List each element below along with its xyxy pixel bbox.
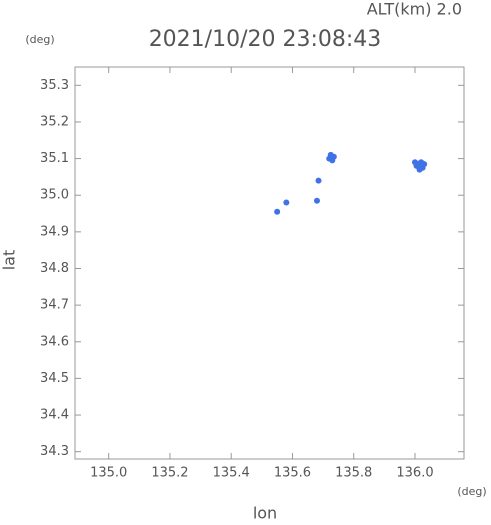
altitude: ALT(km) 2.0 — [367, 0, 462, 19]
point — [274, 208, 281, 215]
x-tick-label: 135.8 — [335, 466, 372, 481]
y-tick-label: 34.6 — [40, 334, 69, 349]
y-tick-label: 34.9 — [40, 224, 69, 239]
point — [315, 177, 322, 184]
x-tick-label: 135.0 — [90, 466, 127, 481]
y-tick-label: 35.0 — [40, 188, 69, 203]
point — [283, 199, 290, 206]
point — [413, 162, 420, 169]
x-tick-label: 136.0 — [396, 466, 433, 481]
y-tick-label: 35.3 — [40, 78, 69, 93]
y-tick-label: 35.1 — [40, 151, 69, 166]
y-tick-label: 34.5 — [40, 371, 69, 386]
point — [418, 159, 425, 166]
y-label: lat — [0, 250, 19, 271]
y-tick-label: 35.2 — [40, 114, 69, 129]
plot-frame — [74, 66, 465, 460]
x-label: lon — [253, 504, 277, 522]
y-tick-label: 34.7 — [40, 298, 69, 313]
y-tick-label: 34.4 — [40, 408, 69, 423]
x-unit: (deg) — [457, 485, 486, 498]
y-tick-label: 34.3 — [40, 444, 69, 459]
point — [330, 153, 337, 160]
x-tick-label: 135.4 — [213, 466, 250, 481]
chart-title: 2021/10/20 23:08:43 — [149, 27, 382, 52]
x-tick-label: 135.6 — [274, 466, 311, 481]
y-tick-label: 34.8 — [40, 261, 69, 276]
point — [313, 197, 320, 204]
x-tick-label: 135.2 — [151, 466, 188, 481]
y-unit: (deg) — [25, 33, 54, 46]
